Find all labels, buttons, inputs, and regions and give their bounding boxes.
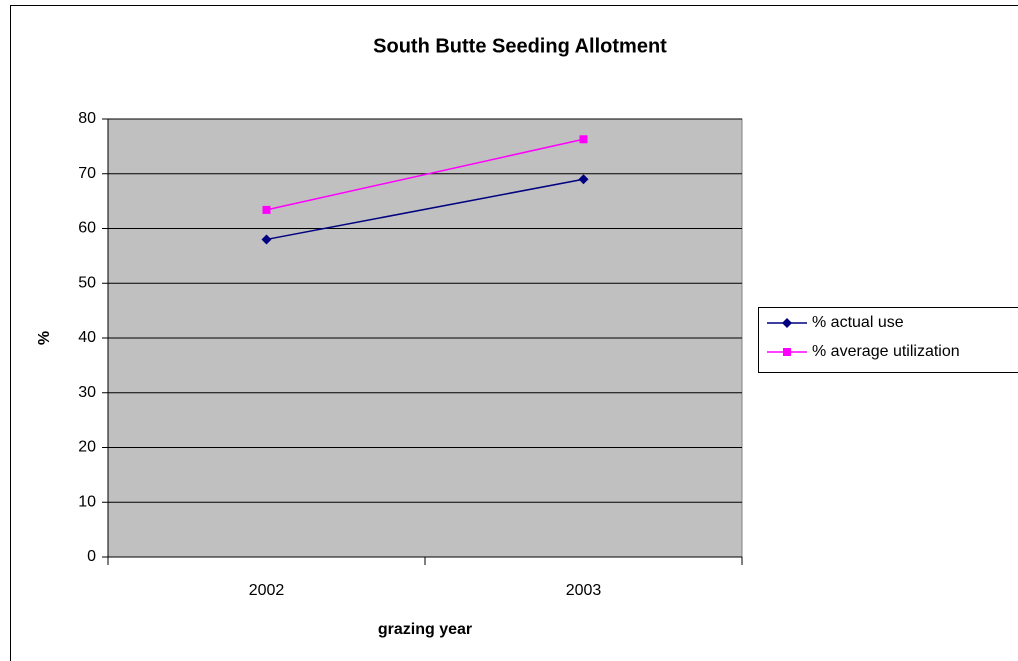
y-tick-label: 40 bbox=[78, 329, 96, 346]
series-line bbox=[266, 138, 584, 211]
x-tick-label: 2003 bbox=[566, 582, 602, 599]
marker bbox=[579, 135, 588, 144]
series-line bbox=[266, 178, 584, 241]
marker bbox=[782, 318, 792, 328]
legend-label: % actual use bbox=[812, 314, 904, 331]
legend-label: % average utilization bbox=[812, 343, 960, 360]
y-tick-label: 30 bbox=[78, 384, 96, 401]
chart-title: South Butte Seeding Allotment bbox=[373, 35, 667, 57]
y-axis-label: % bbox=[36, 331, 53, 345]
marker bbox=[578, 174, 589, 185]
y-tick-label: 20 bbox=[78, 439, 96, 456]
legend bbox=[758, 307, 1018, 373]
y-tick-label: 70 bbox=[78, 165, 96, 182]
marker bbox=[262, 205, 271, 214]
y-tick-label: 80 bbox=[78, 110, 96, 127]
y-tick-label: 50 bbox=[78, 274, 96, 291]
x-axis-label: grazing year bbox=[378, 621, 472, 638]
marker bbox=[783, 348, 791, 356]
y-tick-label: 0 bbox=[87, 548, 96, 565]
y-tick-label: 60 bbox=[78, 220, 96, 237]
marker bbox=[261, 234, 272, 245]
y-tick-label: 10 bbox=[78, 493, 96, 510]
x-tick-label: 2002 bbox=[249, 582, 285, 599]
